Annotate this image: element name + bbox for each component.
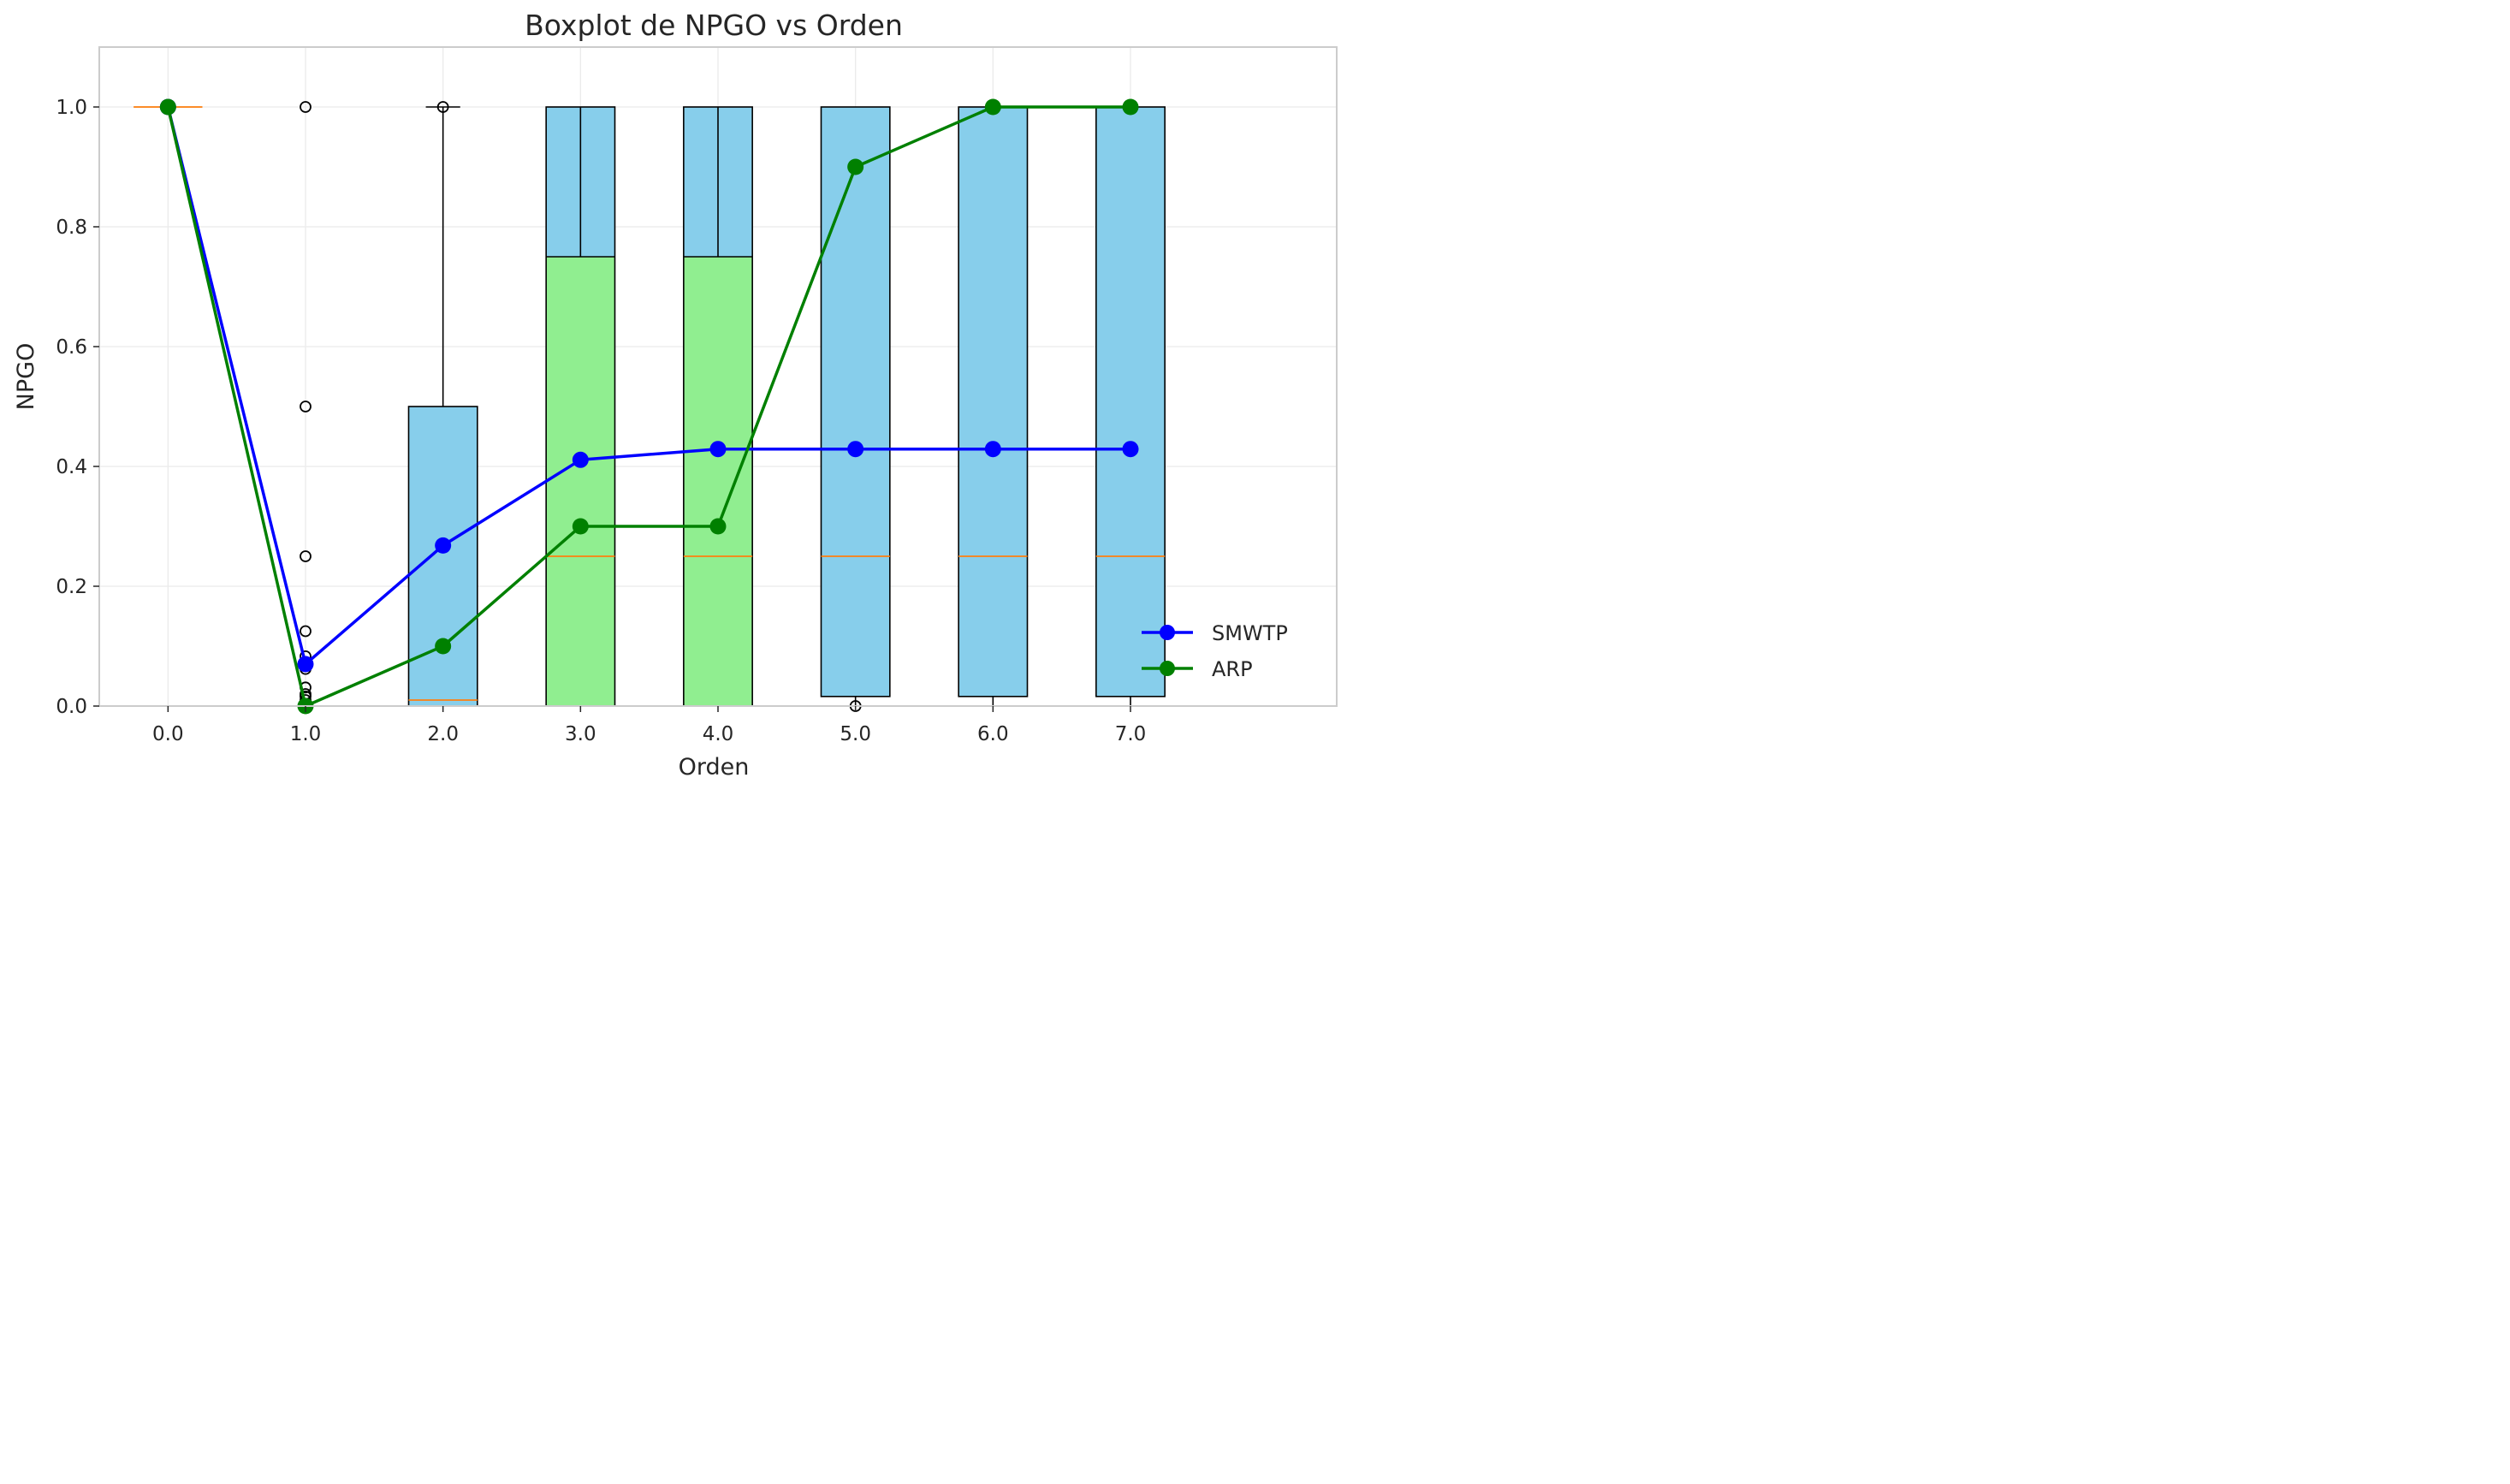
series-line-smwtp: [166, 106, 1130, 666]
box-flier: [300, 625, 312, 638]
series-point-smwtp: [572, 451, 589, 468]
series-point-smwtp: [435, 537, 452, 554]
series-lines: [159, 98, 1139, 715]
y-tick-label: 0.0: [56, 696, 87, 718]
x-tick-label: 1.0: [290, 723, 322, 745]
series-point-arp: [847, 158, 864, 175]
box-flier: [436, 101, 449, 113]
boxes: [134, 101, 1166, 712]
series-point-arp: [709, 518, 727, 535]
y-axis-label: NPGO: [13, 343, 39, 411]
series-point-arp: [435, 638, 452, 655]
box-body: [407, 406, 478, 707]
x-axis-label: Orden: [679, 754, 750, 781]
x-tick-label: 4.0: [703, 723, 734, 745]
y-tick-label: 1.0: [56, 97, 87, 119]
box-group: [683, 106, 753, 707]
series-point-arp: [984, 98, 1001, 116]
series-line-arp: [166, 105, 1130, 708]
series-point-smwtp: [1122, 441, 1139, 458]
box-group: [1095, 106, 1166, 707]
y-tick-label: 0.2: [56, 576, 87, 598]
box-body: [820, 106, 891, 697]
series-point-smwtp: [847, 441, 864, 458]
series-point-smwtp: [297, 656, 314, 673]
x-tick-label: 7.0: [1115, 723, 1147, 745]
legend-swatch-marker: [1160, 625, 1175, 640]
x-tick-label: 6.0: [977, 723, 1009, 745]
y-tick-label: 0.8: [56, 217, 87, 239]
box-body: [1095, 106, 1166, 697]
box-group: [545, 106, 616, 707]
series-point-arp: [572, 518, 589, 535]
x-tick-label: 0.0: [152, 723, 184, 745]
y-tick-label: 0.6: [56, 336, 87, 359]
box-flier: [300, 401, 312, 413]
series-point-smwtp: [984, 441, 1001, 458]
box-body-highlight: [683, 257, 753, 706]
y-tick-label: 0.4: [56, 456, 87, 478]
legend: SMWTP ARP: [1142, 621, 1288, 681]
box-flier: [300, 550, 312, 562]
legend-swatch-marker: [1160, 661, 1175, 676]
boxplot-chart: 0.0 1.0 2.0 3.0 4.0 5.0 6.0 7.0 0.0 0.2 0.4 0.6 0.8 1…: [0, 0, 1342, 793]
ticks: 0.0 1.0 2.0 3.0 4.0 5.0 6.0 7.0 0.0 0.2 0.4 0.6 0.8 1…: [56, 97, 1146, 745]
x-tick-label: 3.0: [565, 723, 596, 745]
box-body-highlight: [546, 257, 615, 706]
box-flier: [300, 101, 312, 113]
legend-label-arp: ARP: [1212, 657, 1253, 681]
series-point-arp: [159, 98, 176, 116]
x-tick-label: 2.0: [427, 723, 459, 745]
series-point-arp: [1122, 98, 1139, 116]
legend-entry-arp: ARP: [1142, 657, 1253, 681]
x-tick-label: 5.0: [840, 723, 871, 745]
chart-title: Boxplot de NPGO vs Orden: [525, 9, 903, 42]
box-group: [820, 106, 891, 712]
legend-label-smwtp: SMWTP: [1212, 621, 1288, 645]
box-group: [958, 106, 1029, 707]
box-body: [958, 106, 1029, 697]
series-point-smwtp: [709, 441, 727, 458]
legend-entry-smwtp: SMWTP: [1142, 621, 1288, 645]
